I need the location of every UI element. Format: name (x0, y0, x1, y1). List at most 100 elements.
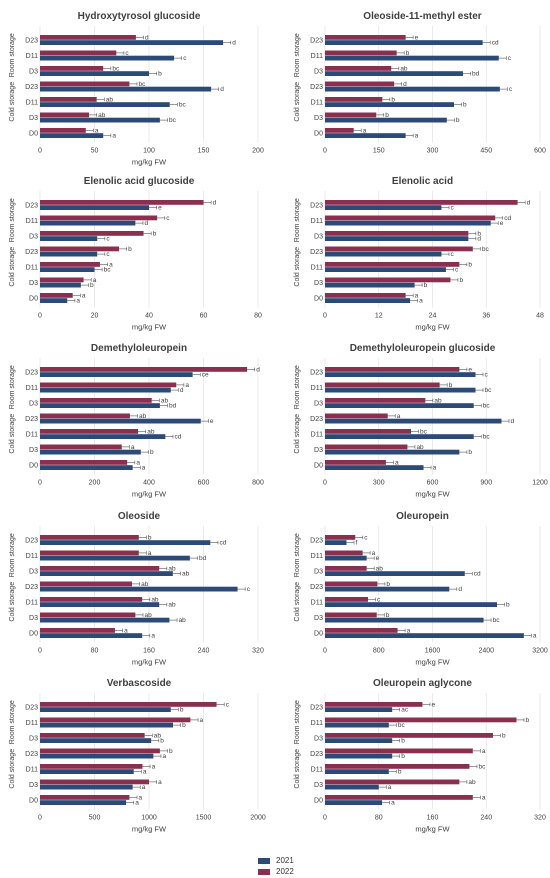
significance-letter: c (166, 215, 170, 222)
x-tick-label: 100 (143, 148, 155, 155)
significance-letter: bc (104, 267, 112, 274)
chart-title: Demethyloleuropein glucoside (350, 343, 496, 354)
group-label: Cold storage (294, 749, 301, 789)
x-tick-label: 0 (38, 313, 42, 320)
legend-item-2021: 2021 (258, 855, 294, 866)
bar-2021 (40, 540, 211, 545)
significance-letter: a (109, 262, 113, 269)
category-label: D11 (311, 264, 323, 271)
significance-letter: bc (485, 387, 493, 394)
x-tick-label: 0 (323, 648, 327, 655)
category-label: D0 (314, 130, 323, 137)
bar-2021 (40, 102, 170, 107)
bar-2022 (40, 444, 122, 450)
bar-2021 (325, 434, 474, 439)
significance-letter: bc (482, 246, 490, 253)
significance-letter: bd (472, 71, 480, 78)
significance-letter: a (142, 465, 146, 472)
significance-letter: f (356, 540, 358, 547)
significance-letter: a (112, 133, 116, 140)
category-label: D11 (26, 720, 38, 727)
significance-letter: b (449, 382, 453, 389)
significance-letter: a (395, 460, 399, 467)
significance-letter: ab (168, 566, 176, 573)
significance-letter: a (139, 795, 143, 802)
significance-letter: b (468, 262, 472, 269)
bar-2021 (325, 282, 415, 288)
bar-2021 (325, 403, 474, 408)
bar-2022 (325, 367, 460, 372)
category-label: D23 (25, 537, 38, 544)
bar-2022 (325, 460, 386, 465)
bar-2021 (325, 617, 484, 623)
significance-letter: e (376, 555, 380, 562)
chart-panel: Hydroxytyrosol glucoside 0 50 100 150 200 mg/k… (9, 11, 264, 167)
bar-2022 (325, 81, 395, 87)
bar-2022 (40, 733, 145, 738)
chart-panel: Demethyloleuropein glucoside 0 300 600 900 12… (294, 343, 548, 499)
bar-2022 (40, 367, 248, 372)
bar-2022 (325, 795, 473, 800)
category-label: D3 (29, 233, 38, 240)
category-label: D23 (25, 202, 38, 209)
x-tick-label: 80 (254, 313, 262, 320)
x-tick-label: 500 (89, 815, 101, 822)
significance-letter: c (183, 55, 187, 62)
chart-title: Verbascoside (107, 678, 172, 689)
bar-2022 (325, 702, 423, 707)
significance-letter: ab (416, 444, 424, 451)
significance-letter: a (533, 633, 537, 640)
significance-letter: ab (179, 617, 187, 624)
x-tick-label: 0 (38, 480, 42, 487)
category-label: D3 (314, 735, 323, 742)
chart-title: Demethyloleuropein (91, 343, 187, 354)
bar-2021 (325, 71, 463, 76)
significance-letter: d (145, 35, 149, 42)
bar-2021 (325, 800, 383, 805)
bar-2021 (40, 403, 160, 408)
x-tick-label: 900 (480, 480, 492, 487)
significance-letter: c (450, 251, 454, 258)
bar-2022 (40, 566, 160, 571)
x-tick-label: 1600 (425, 648, 441, 655)
x-tick-label: 600 (534, 148, 546, 155)
significance-letter: bd (169, 403, 177, 410)
category-label: D23 (310, 84, 323, 91)
bar-2021 (40, 205, 149, 210)
category-label: D3 (29, 68, 38, 75)
bar-2021 (40, 800, 127, 805)
bar-2022 (325, 215, 496, 221)
category-label: D11 (26, 264, 38, 271)
bar-2021 (40, 633, 143, 638)
x-tick-label: 24 (429, 313, 437, 320)
bar-2022 (325, 581, 378, 587)
category-label: D3 (29, 735, 38, 742)
bar-2022 (40, 81, 130, 87)
x-axis-label: mg/kg FW (132, 490, 167, 499)
significance-letter: a (148, 550, 152, 557)
bar-2022 (325, 597, 368, 602)
significance-letter: ab (182, 571, 190, 578)
bar-2021 (325, 540, 347, 545)
bar-2021 (325, 205, 442, 210)
significance-letter: b (158, 71, 162, 78)
x-tick-label: 150 (373, 148, 385, 155)
significance-letter: d (458, 586, 462, 593)
significance-letter: b (128, 246, 132, 253)
significance-letter: b (153, 231, 157, 238)
significance-letter: b (468, 449, 472, 456)
bar-2022 (40, 597, 143, 602)
group-label: Room storage (9, 365, 16, 409)
category-label: D23 (310, 584, 323, 591)
category-label: D23 (310, 369, 323, 376)
category-label: D23 (25, 249, 38, 256)
bar-2021 (40, 465, 133, 470)
significance-letter: b (502, 733, 506, 740)
significance-letter: ac (401, 707, 409, 714)
bar-2021 (40, 86, 212, 92)
bar-2021 (40, 602, 160, 607)
bar-2022 (325, 277, 451, 283)
bar-2022 (40, 748, 160, 754)
legend-swatch-2022 (258, 868, 270, 875)
category-label: D11 (26, 599, 38, 606)
